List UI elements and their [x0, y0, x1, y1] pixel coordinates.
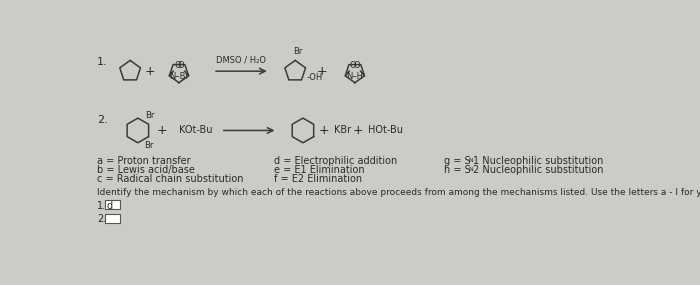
Text: +: + [157, 124, 167, 137]
Text: d = Electrophilic addition: d = Electrophilic addition [274, 156, 397, 166]
Text: 1 Nucleophilic substitution: 1 Nucleophilic substitution [473, 156, 603, 166]
Text: 2 Nucleophilic substitution: 2 Nucleophilic substitution [473, 165, 603, 175]
Text: O: O [354, 61, 360, 70]
Text: Br: Br [146, 111, 155, 119]
Text: N–H: N–H [346, 72, 363, 81]
Text: a = Proton transfer: a = Proton transfer [97, 156, 190, 166]
Text: Identify the mechanism by which each of the reactions above proceeds from among : Identify the mechanism by which each of … [97, 188, 700, 197]
Text: Br: Br [144, 141, 153, 150]
Text: O: O [174, 61, 181, 70]
Text: d: d [106, 201, 112, 211]
Text: HOt-Bu: HOt-Bu [368, 125, 403, 135]
Text: KOt-Bu: KOt-Bu [179, 125, 213, 135]
Text: -OH: -OH [307, 73, 323, 82]
Text: g = S: g = S [444, 156, 470, 166]
Text: h = S: h = S [444, 165, 470, 175]
Text: +: + [144, 65, 155, 78]
Text: e = E1 Elimination: e = E1 Elimination [274, 165, 364, 175]
FancyBboxPatch shape [104, 214, 120, 223]
Text: 2.: 2. [97, 214, 106, 224]
Text: 1.: 1. [97, 201, 106, 211]
Text: +: + [318, 124, 329, 137]
Text: +: + [316, 65, 327, 78]
Text: 1.: 1. [97, 57, 107, 67]
Text: O: O [177, 61, 184, 70]
Text: c = Radical chain substitution: c = Radical chain substitution [97, 174, 244, 184]
Text: O: O [350, 61, 356, 70]
Text: N–Br: N–Br [169, 72, 189, 81]
Text: N: N [469, 158, 473, 163]
Text: N: N [469, 167, 473, 172]
Text: f = E2 Elimination: f = E2 Elimination [274, 174, 362, 184]
Text: 2.: 2. [97, 115, 108, 125]
Text: KBr: KBr [334, 125, 351, 135]
FancyBboxPatch shape [104, 200, 120, 209]
Text: Br: Br [293, 47, 303, 56]
Text: +: + [353, 124, 363, 137]
Text: b = Lewis acid/base: b = Lewis acid/base [97, 165, 195, 175]
Text: DMSO / H₂O: DMSO / H₂O [216, 56, 266, 65]
